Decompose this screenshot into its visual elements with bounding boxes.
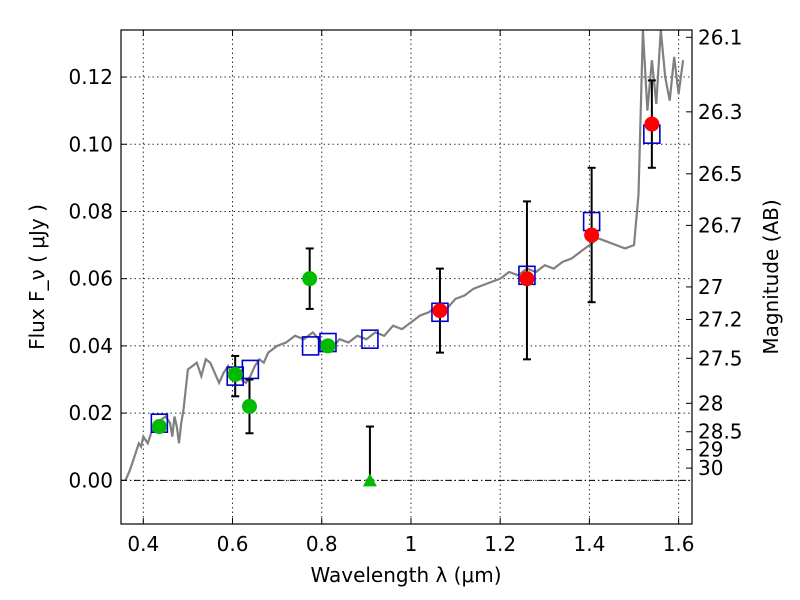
data-points (151, 116, 660, 487)
green-point (320, 338, 336, 354)
y2-tick-label: 26.7 (698, 213, 743, 237)
y2-tick-label: 27.2 (698, 307, 743, 331)
y-tick-label: 0.10 (68, 132, 113, 156)
red-point (644, 116, 660, 132)
x-tick-label: 1 (405, 532, 418, 556)
model-box (301, 336, 320, 356)
plot-frame (120, 29, 693, 525)
y2-tick-label: 26.1 (698, 25, 743, 49)
x-tick-label: 1.6 (663, 532, 695, 556)
red-point (432, 303, 448, 319)
y-tick-label: 0.04 (68, 334, 113, 358)
model-box (241, 359, 260, 380)
x-tick-label: 0.4 (127, 532, 159, 556)
green-point (151, 419, 167, 435)
plot-area (121, 30, 692, 487)
red-point (519, 271, 535, 287)
y-tick-label: 0.08 (68, 199, 113, 223)
y-tick-label: 0.00 (68, 468, 113, 492)
y2-tick-label: 26.5 (698, 162, 743, 186)
red-point (584, 227, 600, 243)
grid-lines (121, 30, 692, 524)
y2-tick-label: 27 (698, 275, 723, 299)
x-axis-title: Wavelength λ (μm) (310, 563, 501, 587)
green-point (302, 271, 318, 287)
y2-tick-label: 30 (698, 456, 723, 480)
x-tick-label: 1.2 (484, 532, 516, 556)
y2-axis-title: Magnitude (AB) (759, 199, 783, 354)
y-tick-label: 0.02 (68, 401, 113, 425)
y2-tick-label: 28 (698, 391, 723, 415)
green-point (227, 366, 243, 382)
x-tick-label: 0.8 (306, 532, 338, 556)
y-tick-label: 0.12 (68, 65, 113, 89)
y-axis-title: Flux F_ν ( μJy ) (25, 204, 49, 350)
y-axis: 0.00 0.02 0.04 0.06 0.08 0.10 0.12 (68, 65, 127, 492)
green-triangle-point (362, 473, 377, 487)
y2-tick-label: 29 (698, 438, 723, 462)
x-tick-label: 0.6 (217, 532, 249, 556)
y2-tick-label: 27.5 (698, 346, 743, 370)
y2-tick-label: 28.5 (698, 420, 743, 444)
model-box (361, 329, 379, 349)
x-axis: 0.4 0.6 0.8 1 1.2 1.4 1.6 (127, 30, 695, 556)
y-tick-label: 0.06 (68, 267, 113, 291)
y2-tick-label: 26.3 (698, 100, 743, 124)
error-bars (231, 79, 656, 482)
x-tick-label: 1.4 (573, 532, 605, 556)
green-point (241, 398, 257, 414)
